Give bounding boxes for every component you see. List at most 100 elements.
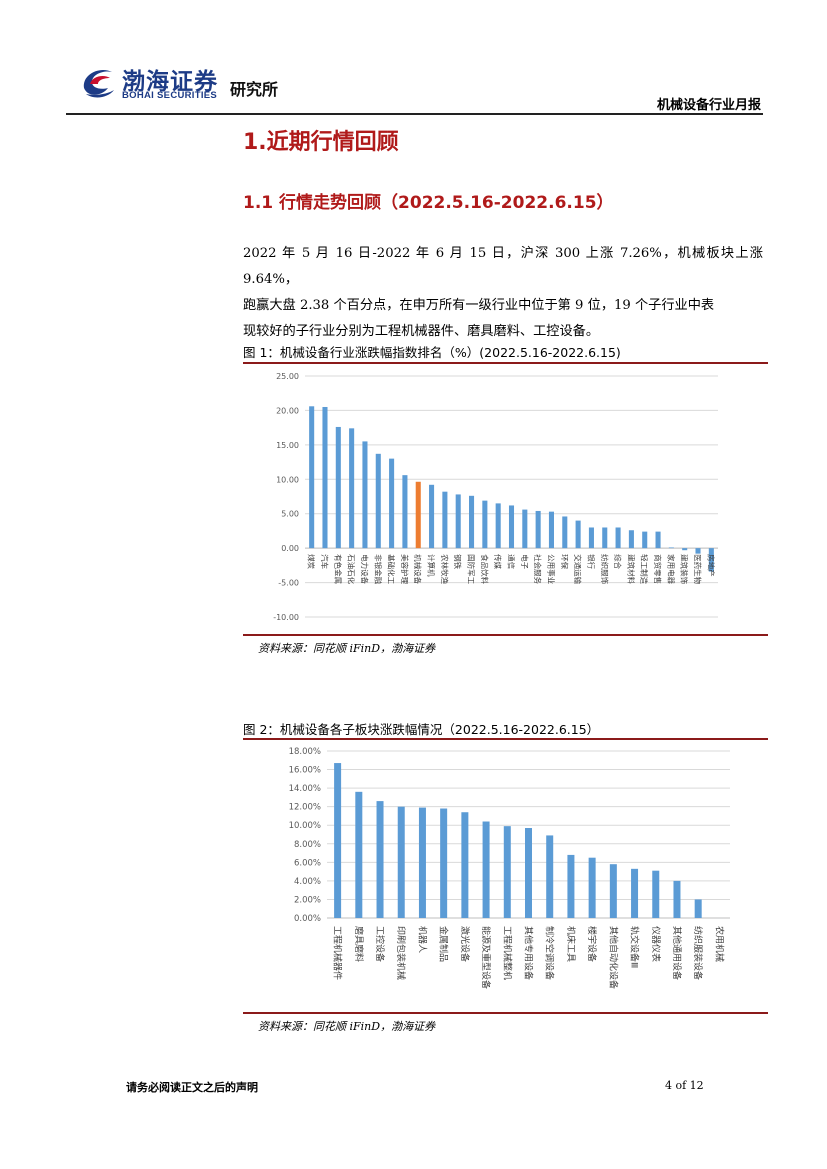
y-tick-label: 2.00% [294,895,321,905]
figure1-title: 图 1：机械设备行业涨跌幅指数排名（%）(2022.5.16-2022.6.15… [243,345,621,360]
x-tick-label: 医药生物 [693,554,703,584]
x-tick-label: 非银金融 [373,554,383,584]
bar [335,426,341,549]
x-tick-label: 传媒 [493,554,503,570]
y-tick-label: 18.00% [289,747,321,757]
paragraph-line: 跑赢大盘 2.38 个百分点，在申万所有一级行业中位于第 9 位，19 个子行业… [243,298,715,313]
bar [469,495,475,549]
bar [602,527,608,549]
x-tick-label: 汽车 [320,554,330,570]
bar [562,516,568,549]
bohai-logo: 渤海证券 BOHAI SECURITIES 研究所 [78,60,293,106]
section-heading: 1.近期行情回顾 [243,130,399,155]
figure1-chart-svg: 25.00 20.00 15.00 10.00 5.00 0.00 -5.00 -10.00 煤… [273,372,718,622]
x-tick-label: 建筑材料 [626,554,636,584]
x-tick-label: 纺织服装设备 [692,926,704,980]
x-tick-label: 制冷空调设备 [544,926,556,980]
x-tick-label: 农用机械 [713,926,725,962]
bar [522,509,528,549]
x-tick-label: 食品饮料 [480,554,490,584]
y-tick-label: 20.00 [276,406,299,415]
figure2-title: 图 2：机械设备各子板块涨跌幅情况（2022.5.16-2022.6.15） [243,722,600,737]
x-tick-label: 社会服务 [533,554,543,584]
paragraph-line: 现较好的子行业分别为工程机械器件、磨具磨料、工控设备。 [243,324,600,339]
bar [362,441,368,549]
y-tick-label: 4.00% [294,877,321,887]
x-tick-label: 基础化工 [387,554,397,584]
bar [575,520,581,549]
bar [455,494,461,549]
x-tick-label: 交通运输 [573,554,583,584]
x-tick-label: 农林牧渔 [440,554,450,584]
x-tick-label: 机械设备 [413,554,423,584]
bar [652,870,660,918]
x-tick-label: 轻工制造 [640,554,650,584]
bar [609,864,617,918]
x-tick-label: 家用电器 [666,554,676,584]
bar [389,458,395,549]
y-tick-label: 10.00% [289,821,321,831]
bar [397,806,405,918]
x-tick-label: 建筑装饰 [680,554,690,584]
figure1-top-rule [243,362,768,364]
y-tick-label: -10.00 [273,613,299,622]
bar [461,812,469,918]
figure2-top-rule [243,738,768,740]
x-tick-label: 轨交设备Ⅲ [629,926,641,968]
bar [615,527,621,549]
bar [535,510,541,549]
bar [334,763,342,918]
bar [673,880,681,918]
bar [349,428,355,549]
bar [708,548,714,572]
x-tick-label: 其他自动化设备 [607,926,619,989]
figure2-chart-svg: 18.00% 16.00% 14.00% 12.00% 10.00% 8.00% 6.00%… [289,747,730,989]
bar [525,828,532,918]
bar [694,899,702,918]
figure1-source: 资料来源：同花顺 iFinD，渤海证券 [258,642,436,655]
bar [682,548,688,551]
x-tick-label: 纺织服饰 [600,554,610,584]
subsection-heading: 1.1 行情走势回顾（2022.5.16-2022.6.15） [243,193,614,213]
x-tick-label: 电力设备 [360,554,370,584]
bar [376,801,384,918]
x-tick-label: 能源及重型设备 [480,926,492,989]
y-tick-label: 6.00% [294,858,321,868]
x-tick-label: 美容护理 [400,554,410,584]
bar [631,868,639,918]
y-tick-label: 15.00 [276,441,299,450]
bar [482,821,490,918]
x-tick-label: 电子 [520,554,530,570]
x-tick-label: 综合 [613,554,623,570]
figure2-source: 资料来源：同花顺 iFinD，渤海证券 [258,1020,436,1033]
bar [442,491,448,549]
x-tick-label: 房地产 [706,554,716,577]
y-tick-label: -5.00 [278,579,299,588]
x-tick-label: 楼宇设备 [586,926,598,962]
y-tick-label: 10.00 [276,475,299,484]
x-tick-label: 机器人 [416,926,428,953]
x-tick-label: 印刷包装机械 [395,926,407,980]
paragraph-line: 2022 年 5 月 16 日-2022 年 6 月 15 日，沪深 300 上… [243,246,763,287]
bar [309,406,315,549]
y-tick-label: 5.00 [281,510,299,519]
x-tick-label: 工控设备 [374,926,386,962]
x-tick-label: 工程机械整机 [501,926,513,980]
x-tick-label: 国防军工 [467,554,477,584]
figure1-chart: 25.00 20.00 15.00 10.00 5.00 0.00 -5.00 -10.00 煤… [243,364,768,632]
bar [402,475,408,549]
bar [655,531,661,549]
y-tick-label: 8.00% [294,840,321,850]
header-divider [66,113,763,115]
y-tick-label: 25.00 [276,372,299,381]
institute-label: 研究所 [230,80,279,99]
bar [642,531,648,549]
bar [628,530,634,549]
bar [695,548,701,554]
x-tick-label: 有色金属 [333,554,343,584]
x-tick-label: 计算机 [427,554,437,577]
bar [440,808,448,918]
bar [482,500,488,549]
y-tick-label: 0.00 [281,544,299,553]
bohai-logo-icon [83,69,114,98]
